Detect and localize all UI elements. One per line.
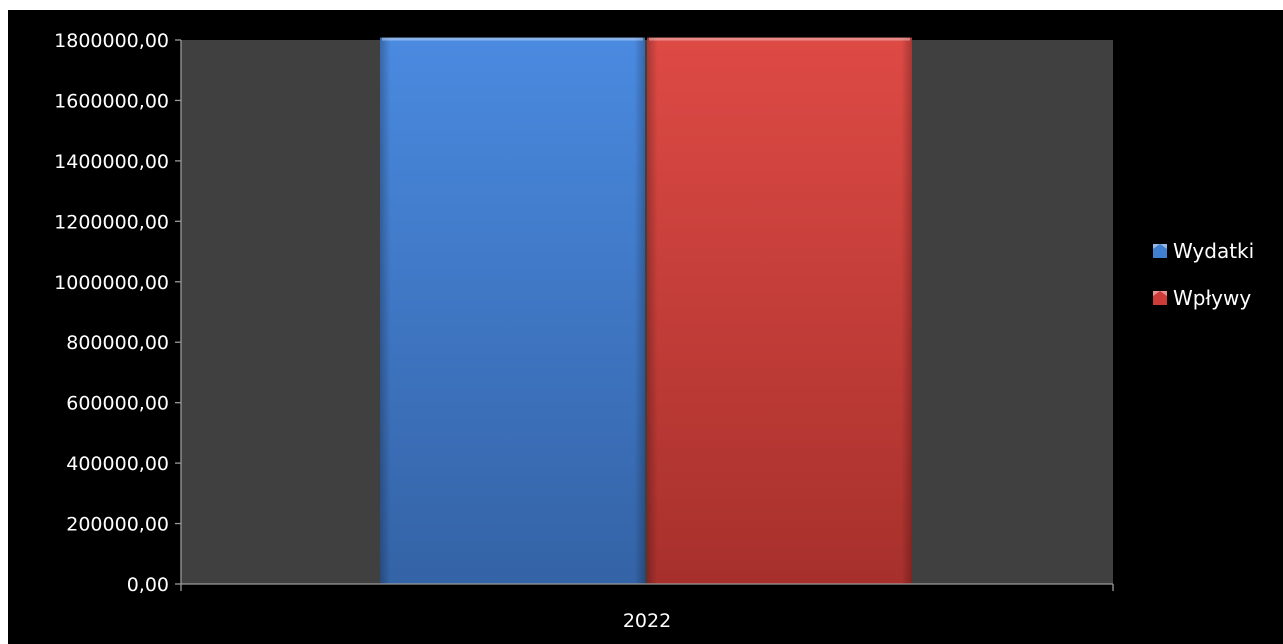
- legend-swatch: [1153, 243, 1167, 258]
- bar-top-highlight: [382, 37, 643, 41]
- y-tick-label: 800000,00: [66, 332, 169, 354]
- x-category-label: 2022: [623, 610, 671, 632]
- bar-top-highlight: [649, 37, 910, 41]
- legend: Wydatki Wpływy: [1153, 233, 1283, 327]
- y-tick-label: 600000,00: [66, 393, 169, 415]
- bar-wydatki: [380, 37, 645, 585]
- y-tick-label: 400000,00: [66, 453, 169, 475]
- y-tick-label: 0,00: [127, 574, 169, 596]
- y-tick-label: 1200000,00: [54, 211, 169, 233]
- legend-label: Wydatki: [1173, 238, 1255, 263]
- bar-wpływy: [647, 37, 912, 585]
- legend-label: Wpływy: [1173, 285, 1252, 310]
- y-tick-label: 1000000,00: [54, 272, 169, 294]
- y-tick-label: 1600000,00: [54, 90, 169, 112]
- bar-bevel: [647, 37, 912, 585]
- y-tick-label: 1800000,00: [54, 30, 169, 52]
- y-tick-label: 1400000,00: [54, 151, 169, 173]
- legend-item-wydatki: Wydatki: [1153, 233, 1283, 268]
- legend-item-wpływy: Wpływy: [1153, 280, 1283, 315]
- bar-bevel: [380, 37, 645, 585]
- legend-swatch: [1153, 290, 1167, 305]
- y-tick-label: 200000,00: [66, 514, 169, 536]
